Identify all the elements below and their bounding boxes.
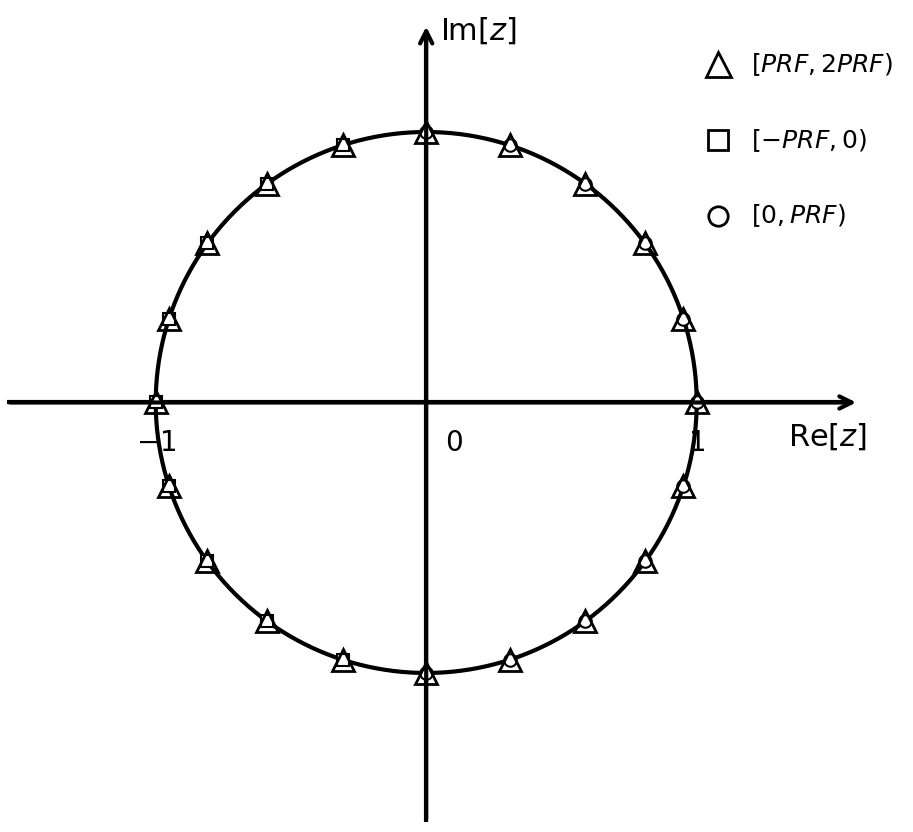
Text: $[0,PRF)$: $[0,PRF)$: [750, 202, 845, 230]
Text: $0$: $0$: [446, 429, 463, 457]
Text: $[PRF,2PRF)$: $[PRF,2PRF)$: [750, 51, 893, 77]
Text: $\mathrm{Re}[z]$: $\mathrm{Re}[z]$: [788, 422, 867, 453]
Text: $\mathrm{Im}[z]$: $\mathrm{Im}[z]$: [440, 16, 517, 47]
Text: $[-PRF,0)$: $[-PRF,0)$: [750, 126, 866, 154]
Text: $1$: $1$: [688, 429, 705, 457]
Text: $-1$: $-1$: [136, 429, 176, 457]
